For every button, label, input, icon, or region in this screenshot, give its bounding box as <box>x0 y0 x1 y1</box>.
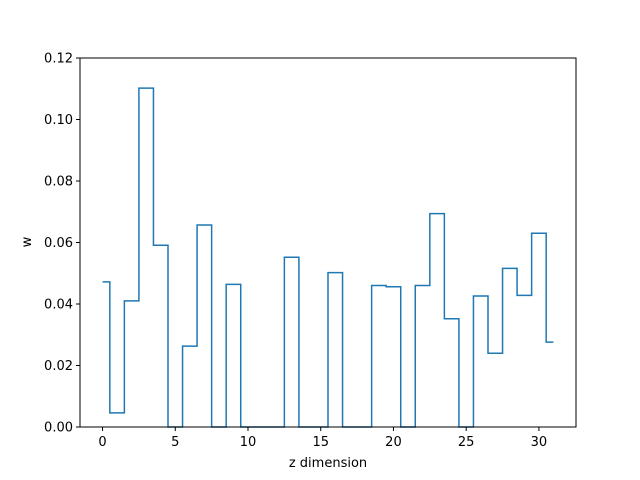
y-tick-label: 0.12 <box>44 52 73 67</box>
x-tick-label: 10 <box>240 435 257 450</box>
step-series-line <box>102 87 554 428</box>
series-layer <box>102 87 554 428</box>
y-tick-label: 0.02 <box>44 359 73 374</box>
y-axis-ticks: 0.00 0.02 0.04 0.06 0.08 0.10 0.12 <box>44 52 80 436</box>
x-tick-label: 15 <box>312 435 329 450</box>
y-tick-label: 0.00 <box>44 421 73 436</box>
y-tick-label: 0.04 <box>44 298 73 313</box>
y-tick-label: 0.08 <box>44 175 73 190</box>
x-tick-label: 0 <box>98 435 106 450</box>
x-tick-label: 20 <box>385 435 402 450</box>
y-axis-label: w <box>20 236 35 247</box>
x-axis-ticks: 0 5 10 15 20 25 30 <box>98 427 547 450</box>
y-tick-label: 0.06 <box>44 236 73 251</box>
x-axis-label: z dimension <box>289 456 367 471</box>
x-tick-label: 25 <box>458 435 475 450</box>
x-tick-label: 30 <box>531 435 548 450</box>
x-tick-label: 5 <box>171 435 179 450</box>
y-tick-label: 0.10 <box>44 113 73 128</box>
